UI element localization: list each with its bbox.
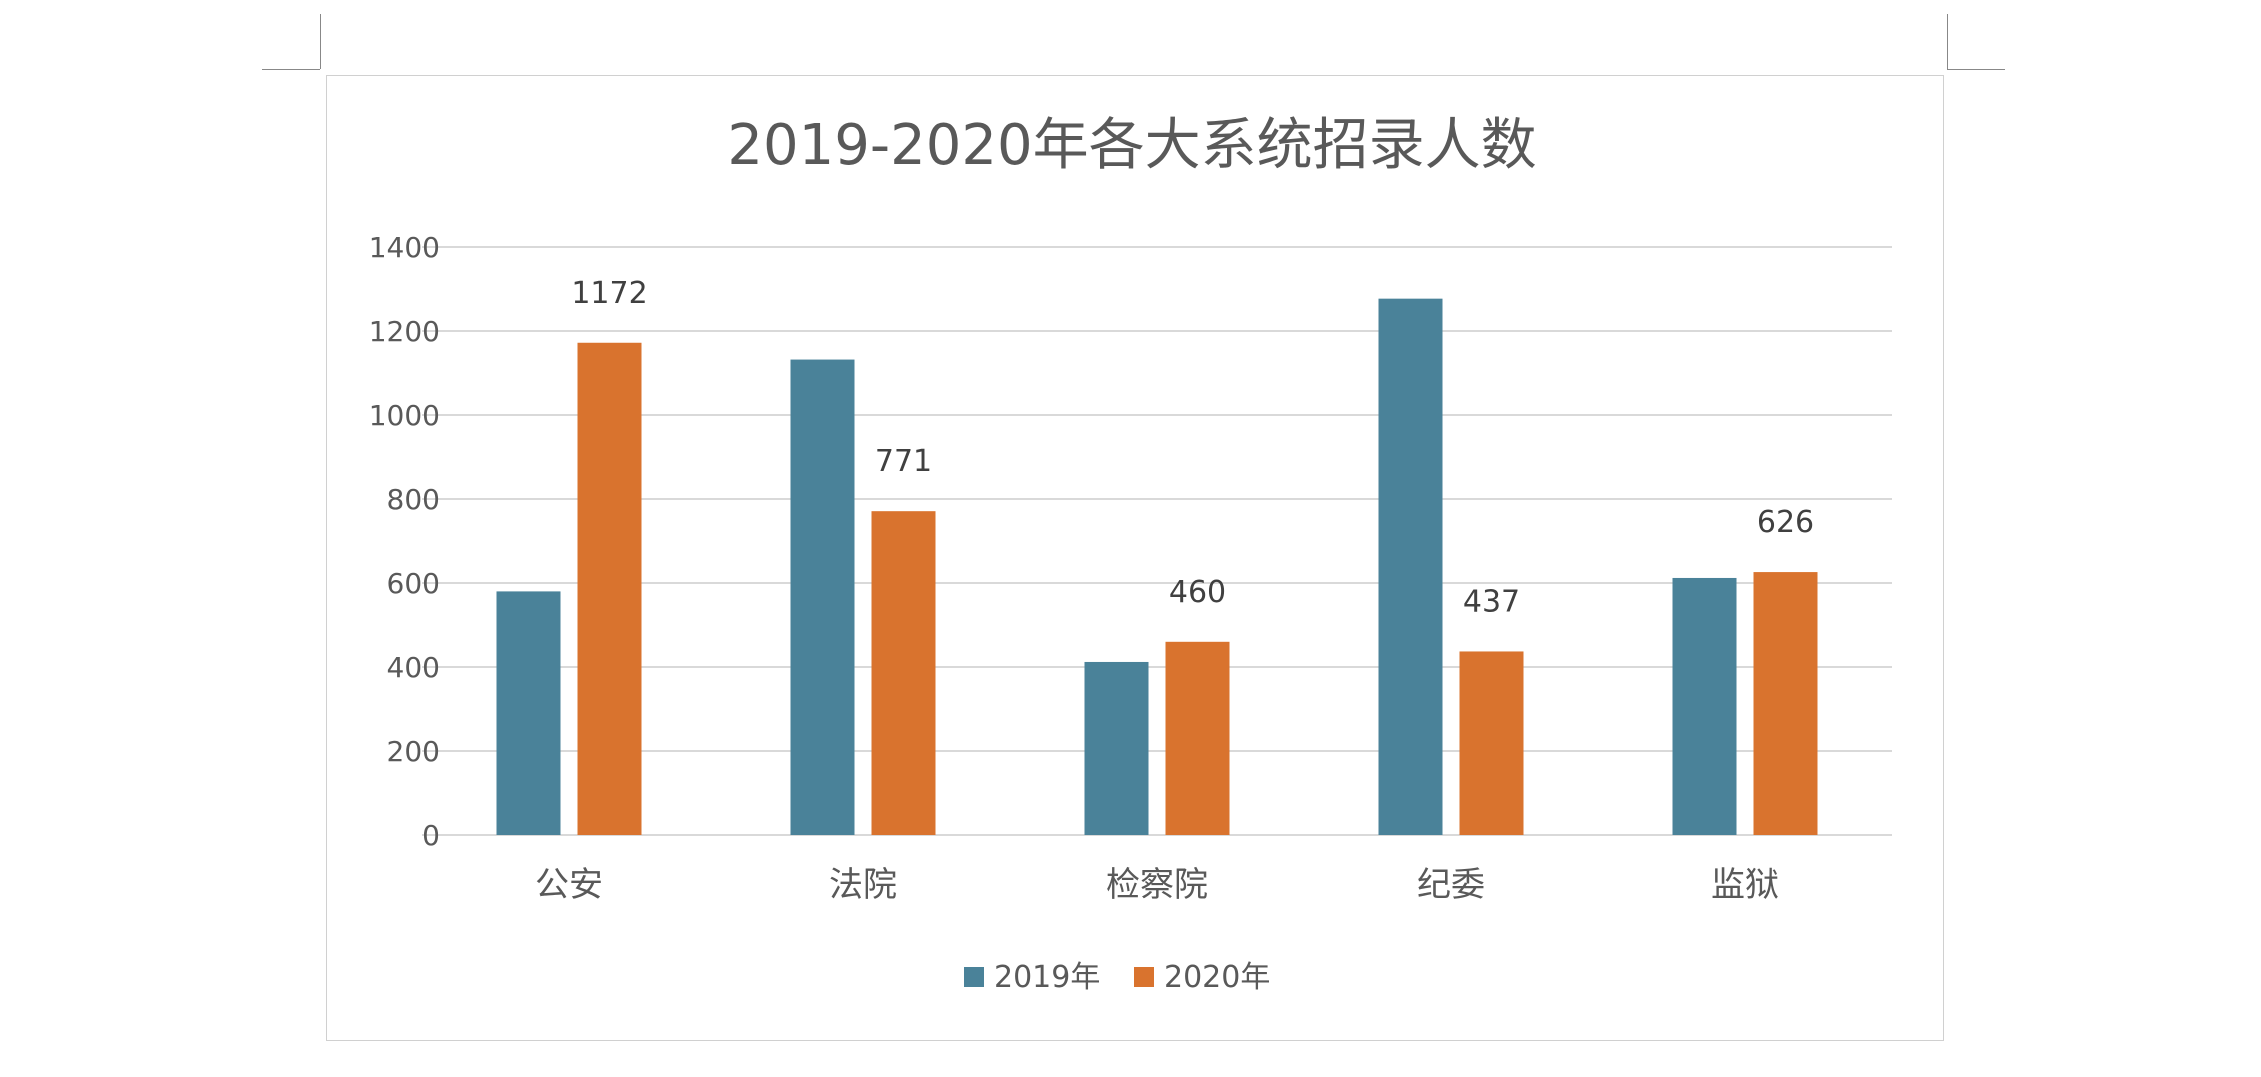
legend-swatch [964,967,984,987]
x-category-label: 纪委 [1417,865,1485,905]
crop-mark-left-vertical [320,14,321,69]
x-category-label: 法院 [829,865,897,905]
bar-2019 [1672,577,1737,835]
y-tick-label: 1200 [369,315,440,348]
y-tick-label: 1000 [369,399,440,432]
legend-label: 2020年 [1164,960,1270,995]
y-tick-label: 200 [387,735,440,768]
chart-frame [326,75,1944,1041]
x-category-label: 监狱 [1711,865,1779,905]
data-label: 460 [1169,575,1226,610]
bar-2020 [871,511,936,835]
legend-label: 2019年 [994,960,1100,995]
crop-mark-right-horizontal [1947,69,2005,70]
bar-2020 [1165,641,1230,835]
y-tick-label: 800 [387,483,440,516]
bar-2020 [1459,651,1524,835]
bar-2019 [496,591,561,835]
legend-swatch [1134,967,1154,987]
data-label: 771 [875,444,932,479]
bar-2019 [1378,298,1443,835]
crop-mark-left-horizontal [262,69,320,70]
y-tick-label: 1400 [369,231,440,264]
x-category-label: 检察院 [1106,865,1208,905]
x-category-label: 公安 [535,865,603,905]
data-label: 626 [1757,505,1814,540]
y-tick-label: 400 [387,651,440,684]
chart-title: 2019-2020年各大系统招录人数 [727,113,1536,178]
bar-2020 [577,342,642,835]
bar-2020 [1753,572,1818,835]
bar-2019 [1084,661,1149,835]
bar-2019 [790,359,855,835]
crop-mark-right-vertical [1947,14,1948,69]
data-label: 437 [1463,584,1520,619]
y-tick-label: 0 [422,819,440,852]
y-tick-label: 600 [387,567,440,600]
data-label: 1172 [571,276,647,311]
